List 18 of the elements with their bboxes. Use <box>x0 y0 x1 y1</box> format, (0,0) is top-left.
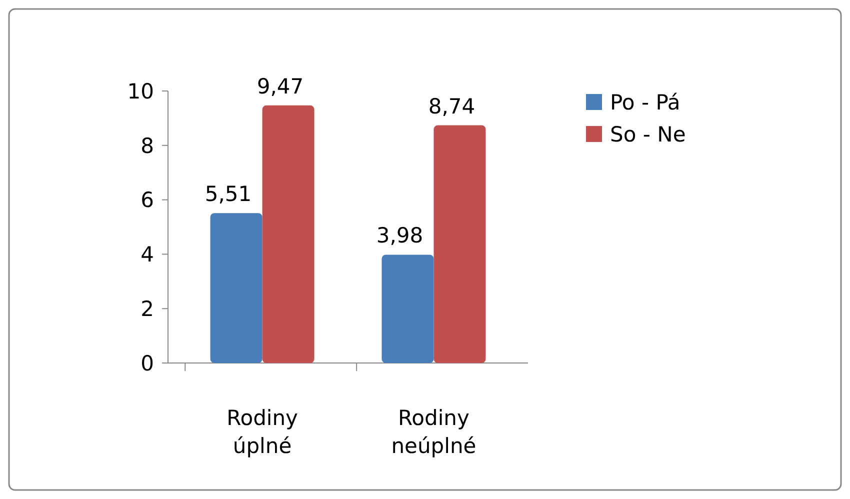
y-tick-label: 4 <box>140 242 154 267</box>
x-tick-label: Rodiny neúplné <box>391 406 476 458</box>
y-tick-label: 8 <box>140 134 154 158</box>
y-tick-label: 0 <box>140 351 154 376</box>
y-tick-label: 2 <box>140 296 154 321</box>
data-label: 8,74 <box>428 94 476 118</box>
y-tick-label: 10 <box>127 79 154 104</box>
y-tick-label: 6 <box>140 188 154 212</box>
data-label: 9,47 <box>256 74 304 98</box>
legend-label: So - Ne <box>610 122 686 146</box>
bar <box>434 125 486 363</box>
data-label: 5,51 <box>204 182 252 206</box>
data-label: 3,98 <box>376 224 424 248</box>
bar <box>382 254 434 363</box>
x-tick-label: Rodiny úplné <box>226 406 298 458</box>
bar <box>262 105 314 363</box>
legend-label: Po - Pá <box>610 90 680 114</box>
bar <box>210 213 262 363</box>
